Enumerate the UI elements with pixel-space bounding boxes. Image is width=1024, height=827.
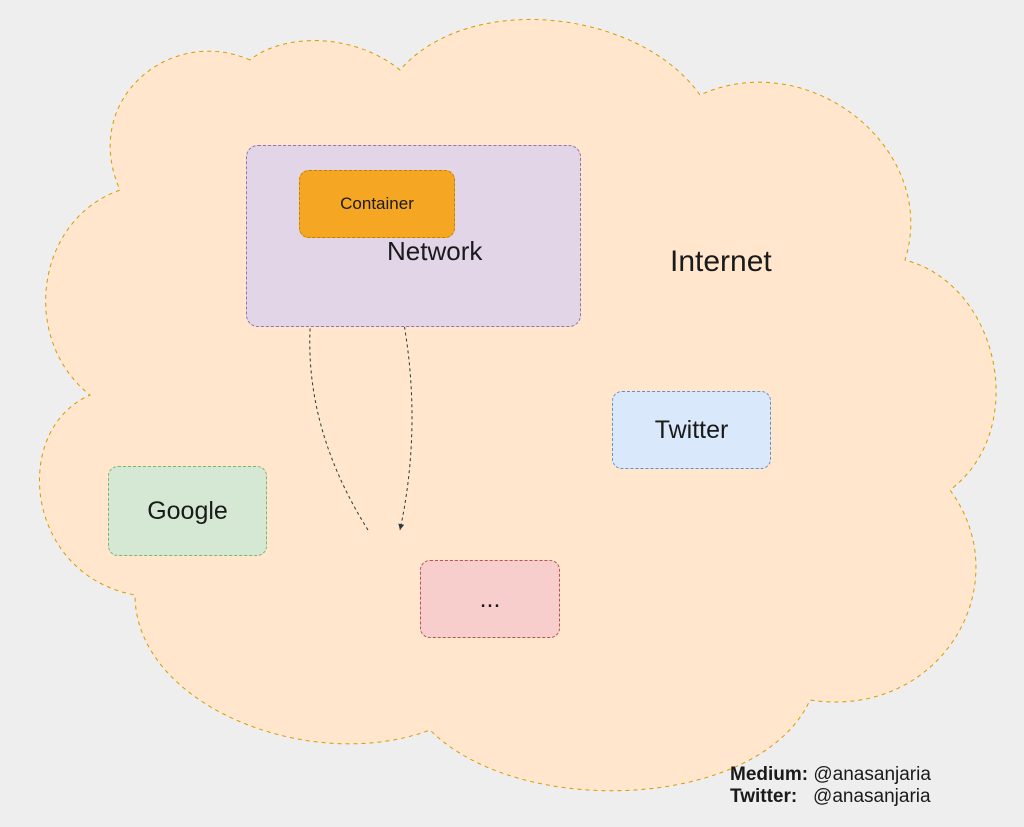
credit-medium-label: Medium: [730, 764, 808, 785]
credit-twitter-handle: @anasanjaria [813, 786, 931, 807]
google-label: Google [147, 497, 228, 526]
container-label: Container [340, 194, 414, 214]
twitter-node: Twitter [612, 391, 771, 469]
internet-label: Internet [670, 245, 772, 279]
etc-label: ... [480, 585, 501, 614]
credit-medium: Medium: @anasanjaria [730, 764, 931, 786]
etc-node: ... [420, 560, 560, 638]
google-node: Google [108, 466, 267, 556]
credits-block: Medium: @anasanjaria Twitter: @anasanjar… [730, 764, 931, 808]
credit-twitter-label: Twitter: [730, 786, 797, 807]
container-box: Container [299, 170, 455, 238]
credit-twitter: Twitter: @anasanjaria [730, 786, 931, 808]
diagram-canvas [0, 0, 1024, 827]
internet-cloud [39, 19, 996, 790]
twitter-label: Twitter [655, 416, 729, 445]
credit-medium-handle: @anasanjaria [813, 764, 931, 785]
